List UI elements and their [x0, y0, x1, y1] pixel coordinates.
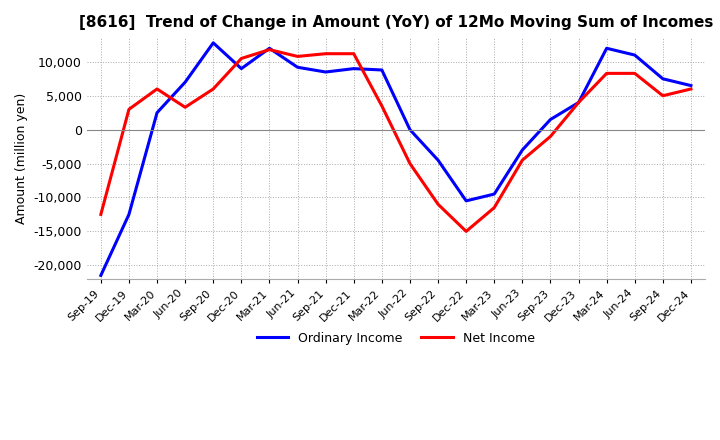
Ordinary Income — [237, 66, 246, 71]
Net Income — [377, 103, 386, 109]
Net Income — [631, 71, 639, 76]
Net Income — [687, 86, 696, 92]
Ordinary Income — [377, 67, 386, 73]
Ordinary Income — [433, 158, 442, 163]
Net Income — [96, 212, 105, 217]
Net Income — [181, 105, 189, 110]
Ordinary Income — [181, 80, 189, 85]
Net Income — [237, 56, 246, 61]
Net Income — [405, 161, 414, 166]
Y-axis label: Amount (million yen): Amount (million yen) — [15, 93, 28, 224]
Net Income — [490, 205, 498, 210]
Net Income — [125, 106, 133, 112]
Ordinary Income — [687, 83, 696, 88]
Ordinary Income — [462, 198, 470, 203]
Ordinary Income — [603, 46, 611, 51]
Net Income — [349, 51, 358, 56]
Ordinary Income — [209, 40, 217, 45]
Ordinary Income — [125, 212, 133, 217]
Line: Ordinary Income: Ordinary Income — [101, 43, 691, 275]
Net Income — [153, 86, 161, 92]
Legend: Ordinary Income, Net Income: Ordinary Income, Net Income — [252, 326, 540, 350]
Ordinary Income — [153, 110, 161, 115]
Ordinary Income — [405, 127, 414, 132]
Ordinary Income — [546, 117, 555, 122]
Title: [8616]  Trend of Change in Amount (YoY) of 12Mo Moving Sum of Incomes: [8616] Trend of Change in Amount (YoY) o… — [78, 15, 713, 30]
Ordinary Income — [631, 52, 639, 58]
Line: Net Income: Net Income — [101, 50, 691, 231]
Ordinary Income — [518, 147, 526, 153]
Net Income — [575, 100, 583, 105]
Net Income — [659, 93, 667, 99]
Ordinary Income — [659, 76, 667, 81]
Ordinary Income — [96, 273, 105, 278]
Net Income — [265, 47, 274, 52]
Net Income — [462, 229, 470, 234]
Net Income — [546, 134, 555, 139]
Net Income — [293, 54, 302, 59]
Net Income — [321, 51, 330, 56]
Net Income — [209, 86, 217, 92]
Ordinary Income — [490, 191, 498, 197]
Net Income — [433, 202, 442, 207]
Net Income — [603, 71, 611, 76]
Ordinary Income — [265, 46, 274, 51]
Net Income — [518, 158, 526, 163]
Ordinary Income — [349, 66, 358, 71]
Ordinary Income — [575, 100, 583, 105]
Ordinary Income — [293, 65, 302, 70]
Ordinary Income — [321, 70, 330, 75]
